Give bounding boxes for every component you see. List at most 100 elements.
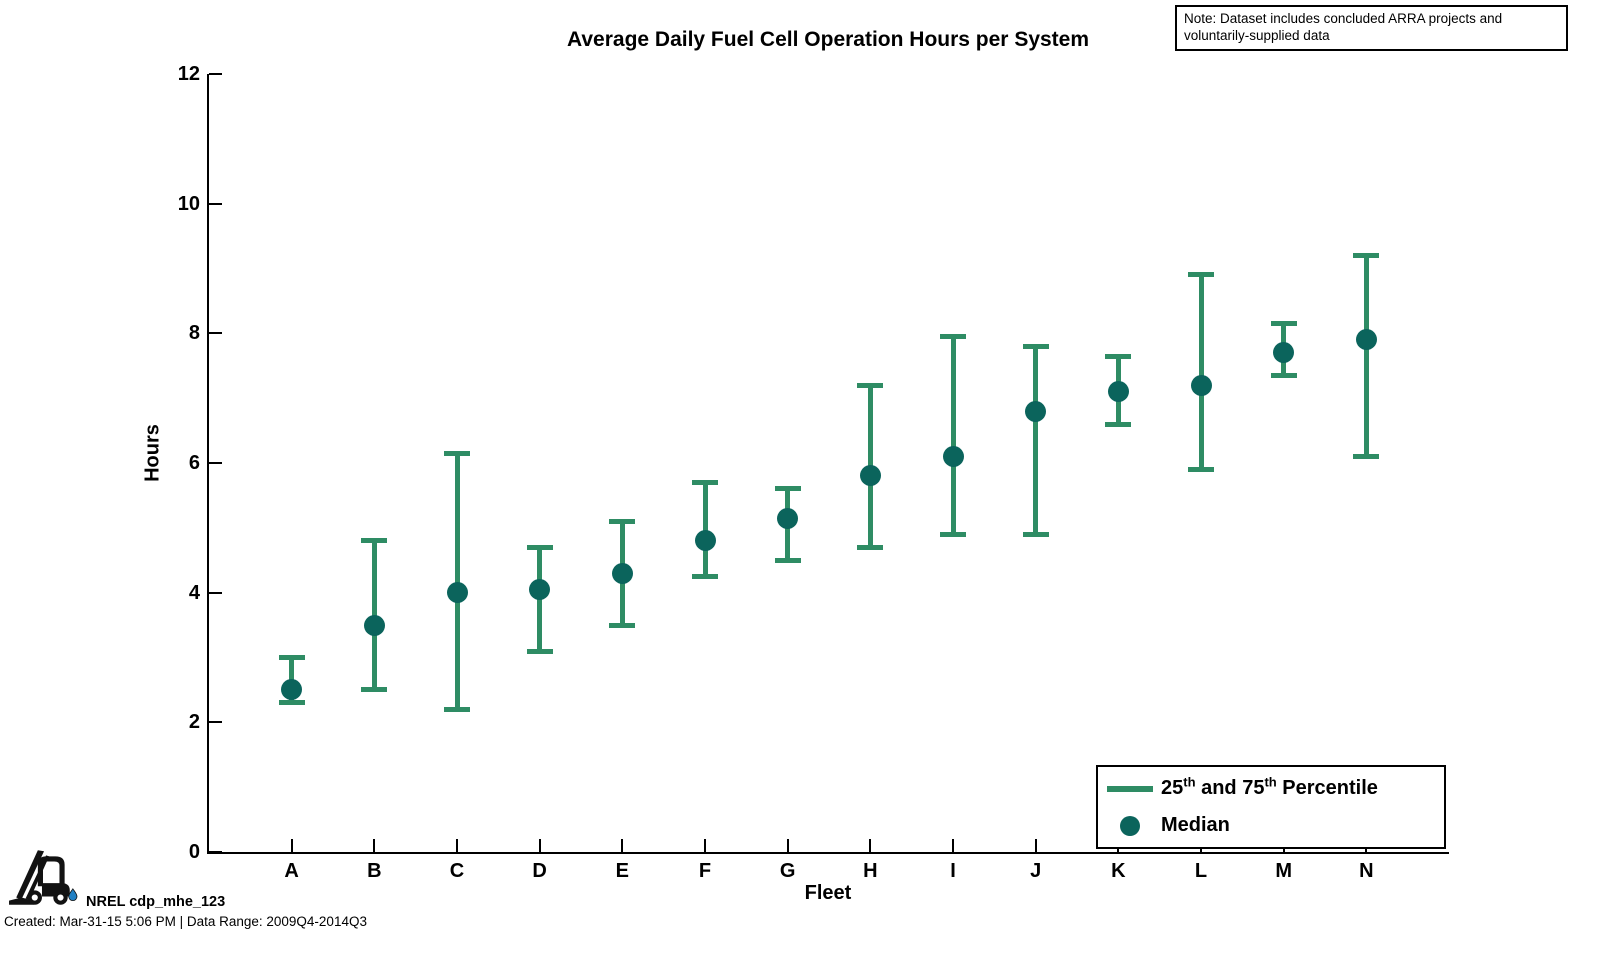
errorbar-cap-25th <box>1353 454 1380 460</box>
legend: 25th and 75th Percentile Median <box>1096 765 1446 849</box>
errorbar-cap-75th <box>526 544 553 550</box>
legend-errorbar-marker <box>1106 785 1154 792</box>
errorbar-stem <box>1198 274 1204 470</box>
y-tick-mark <box>209 591 222 594</box>
median-dot <box>363 614 385 636</box>
legend-median-label: Median <box>1161 814 1230 836</box>
median-dot <box>1025 400 1047 422</box>
median-dot <box>611 562 633 584</box>
y-tick-label: 8 <box>188 322 200 345</box>
footer-created-line: Created: Mar-31-15 5:06 PM | Data Range:… <box>4 914 367 929</box>
x-tick-label: G <box>779 860 796 882</box>
errorbar-cap-75th <box>1105 353 1132 359</box>
errorbar-cap-25th <box>692 573 718 579</box>
errorbar-line-icon <box>1107 785 1153 792</box>
median-dot <box>859 465 881 487</box>
x-tick-mark <box>290 839 293 852</box>
x-tick-label: D <box>532 860 547 882</box>
x-tick-mark <box>621 839 624 852</box>
x-tick-label: M <box>1275 860 1292 882</box>
errorbar-cap-25th <box>526 648 553 654</box>
median-dot <box>1273 342 1295 364</box>
median-dot <box>1355 329 1377 351</box>
legend-median-marker <box>1106 815 1154 836</box>
median-dot <box>281 679 303 701</box>
x-axis-title: Fleet <box>804 882 852 904</box>
y-tick-mark <box>209 851 222 853</box>
errorbar-cap-75th <box>774 486 801 492</box>
errorbar-cap-25th <box>1105 421 1132 427</box>
median-dot <box>942 446 964 468</box>
errorbar-cap-75th <box>1270 321 1297 327</box>
errorbar-stem <box>454 453 460 710</box>
errorbar-stem <box>702 482 708 577</box>
errorbar-cap-25th <box>857 544 884 550</box>
x-tick-label: K <box>1111 860 1126 882</box>
errorbar-cap-25th <box>278 700 305 706</box>
x-tick-mark <box>952 839 954 852</box>
median-dot <box>694 530 716 552</box>
x-tick-label: L <box>1194 860 1208 882</box>
x-tick-mark <box>373 839 376 852</box>
x-tick-label: C <box>449 860 465 882</box>
x-tick-label: B <box>367 860 382 882</box>
y-tick-label: 12 <box>177 63 200 85</box>
y-tick-label: 0 <box>188 841 200 863</box>
y-tick-mark <box>209 202 222 205</box>
errorbar-cap-75th <box>444 450 470 456</box>
x-tick-label: F <box>698 860 712 882</box>
x-tick-mark <box>1034 839 1037 852</box>
water-drop-icon <box>68 888 78 902</box>
errorbar-stem <box>950 336 956 535</box>
errorbar-cap-75th <box>1188 272 1214 278</box>
errorbar-stem <box>1363 255 1369 457</box>
errorbar-cap-75th <box>361 538 388 544</box>
plot-area: 25th and 75th Percentile Median <box>207 73 1449 854</box>
x-tick-label: A <box>284 860 299 882</box>
footer-credit: NREL cdp_mhe_123 <box>86 894 226 910</box>
x-tick-mark <box>869 839 872 852</box>
y-tick-mark <box>209 721 222 724</box>
y-tick-mark <box>209 332 222 335</box>
y-tick-label: 4 <box>188 581 200 604</box>
x-tick-label: I <box>950 860 956 882</box>
errorbar-cap-25th <box>1188 466 1214 472</box>
legend-row-median: Median <box>1106 807 1444 844</box>
errorbar-cap-25th <box>361 687 388 693</box>
median-dot <box>446 582 468 604</box>
median-dot <box>1107 381 1129 403</box>
errorbar-cap-75th <box>1353 253 1380 259</box>
errorbar-cap-75th <box>609 518 636 524</box>
x-tick-mark <box>538 839 541 852</box>
note-line-2: voluntarily-supplied data <box>1184 28 1330 43</box>
x-tick-mark <box>456 839 458 852</box>
x-tick-label: N <box>1359 860 1374 882</box>
errorbar-cap-25th <box>1022 531 1049 537</box>
errorbar-cap-25th <box>609 622 636 628</box>
legend-row-percentile: 25th and 75th Percentile <box>1106 770 1444 807</box>
y-tick-mark <box>209 73 222 75</box>
x-tick-mark <box>786 839 789 852</box>
errorbar-stem <box>1033 346 1039 535</box>
errorbar-cap-25th <box>940 531 966 537</box>
errorbar-cap-75th <box>692 479 718 485</box>
errorbar-cap-75th <box>940 334 966 340</box>
y-tick-label: 6 <box>188 452 200 474</box>
median-dot <box>777 507 799 529</box>
legend-percentile-label: 25th and 75th Percentile <box>1161 774 1378 799</box>
errorbar-cap-75th <box>278 655 305 660</box>
x-tick-label: E <box>615 860 629 882</box>
x-tick-mark <box>704 839 706 852</box>
errorbar-cap-25th <box>1270 372 1297 378</box>
errorbar-cap-75th <box>857 382 884 388</box>
median-dot <box>529 578 551 600</box>
x-tick-label: J <box>1030 860 1042 882</box>
y-tick-label: 2 <box>188 711 200 734</box>
errorbar-cap-25th <box>774 557 801 563</box>
nrel-forklift-logo <box>9 850 78 905</box>
median-dot <box>1190 374 1212 396</box>
note-line-1: Note: Dataset includes concluded ARRA pr… <box>1184 11 1503 26</box>
y-tick-mark <box>209 462 222 464</box>
note-box: Note: Dataset includes concluded ARRA pr… <box>1175 5 1568 51</box>
